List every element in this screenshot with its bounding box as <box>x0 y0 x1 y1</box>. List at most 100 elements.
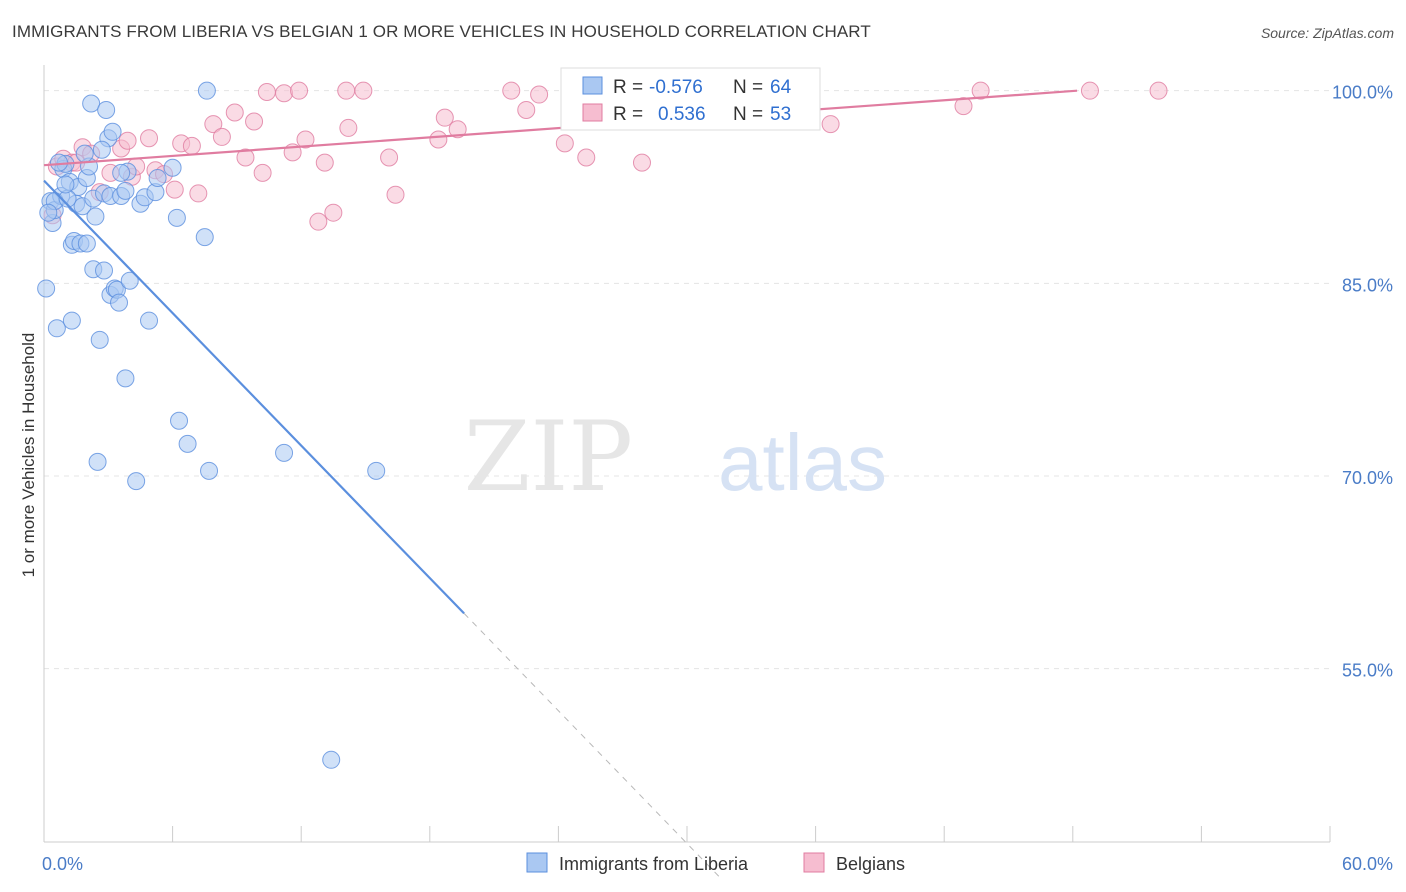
liberia-point-63 <box>77 234 96 253</box>
liberia-point-52 <box>275 443 294 462</box>
liberia-point-25 <box>95 261 114 280</box>
belgians-point-30 <box>315 153 334 172</box>
liberia-point-49 <box>195 228 214 247</box>
y-tick-label-1: 85.0% <box>1342 275 1393 295</box>
belgians-point-46 <box>821 115 840 134</box>
belgians-point-27 <box>290 81 309 100</box>
liberia-point-30 <box>103 122 122 141</box>
belgians-point-42 <box>530 85 549 104</box>
liberia-point-33 <box>110 293 129 312</box>
legend-label-belgians: Belgians <box>836 854 905 874</box>
belgians-point-16 <box>182 136 201 155</box>
liberia-point-62 <box>56 175 75 194</box>
belgians-point-43 <box>555 134 574 153</box>
belgians-point-31 <box>324 203 343 222</box>
stats-legend-swatch-belgians <box>582 103 603 122</box>
liberia-point-35 <box>116 181 135 200</box>
liberia-points <box>37 81 386 769</box>
belgians-points <box>43 81 1168 231</box>
x-tick-label-1: 60.0% <box>1342 854 1393 874</box>
liberia-trend-line <box>43 179 465 615</box>
liberia-point-55 <box>75 144 94 163</box>
liberia-point-21 <box>86 207 105 226</box>
legend-swatch-liberia <box>526 852 548 873</box>
belgians-point-49 <box>1080 81 1099 100</box>
liberia-point-26 <box>97 100 116 119</box>
liberia-point-53 <box>322 750 341 769</box>
y-tick-label-3: 55.0% <box>1342 661 1393 681</box>
belgians-point-33 <box>339 118 358 137</box>
liberia-point-36 <box>116 369 135 388</box>
belgians-point-39 <box>448 120 467 139</box>
belgians-point-21 <box>236 148 255 167</box>
stats-r-label-belgians: R = <box>613 104 643 125</box>
y-axis-label: 1 or more Vehicles in Household <box>19 333 38 578</box>
belgians-point-38 <box>435 108 454 127</box>
belgians-point-32 <box>337 81 356 100</box>
belgians-point-25 <box>275 84 294 103</box>
stats-r-value-belgians: 0.536 <box>658 104 706 125</box>
liberia-point-61 <box>39 203 58 222</box>
belgians-point-50 <box>1149 81 1168 100</box>
stats-n-value-liberia: 64 <box>770 77 792 98</box>
liberia-point-50 <box>200 461 219 480</box>
liberia-point-39 <box>127 472 146 491</box>
stats-legend: R = -0.576 N = 64 R = 0.536 N = 53 <box>560 67 821 131</box>
liberia-point-51 <box>197 81 216 100</box>
belgians-point-17 <box>189 184 208 203</box>
liberia-point-22 <box>88 452 107 471</box>
x-tick-label-0: 0.0% <box>42 854 83 874</box>
stats-r-label-liberia: R = <box>613 77 643 98</box>
belgians-point-28 <box>296 130 315 149</box>
watermark: ZIP atlas <box>464 401 887 513</box>
liberia-point-48 <box>178 434 197 453</box>
stats-legend-box <box>560 67 821 131</box>
belgians-point-45 <box>632 153 651 172</box>
stats-n-value-belgians: 53 <box>770 104 791 125</box>
stats-n-label-belgians: N = <box>733 104 763 125</box>
liberia-point-42 <box>140 311 159 330</box>
belgians-point-20 <box>225 103 244 122</box>
liberia-point-60 <box>112 163 131 182</box>
y-tick-label-2: 70.0% <box>1342 468 1393 488</box>
belgians-point-52 <box>118 131 137 150</box>
belgians-point-24 <box>257 82 276 101</box>
belgians-point-36 <box>386 185 405 204</box>
stats-legend-swatch-liberia <box>582 76 603 95</box>
watermark-atlas: atlas <box>718 418 887 507</box>
stats-r-value-liberia: -0.576 <box>649 77 703 98</box>
belgians-point-19 <box>212 127 231 146</box>
source-label: Source: ZipAtlas.com <box>1260 25 1394 41</box>
belgians-point-41 <box>517 100 536 119</box>
belgians-point-35 <box>380 148 399 167</box>
belgians-point-48 <box>971 81 990 100</box>
belgians-point-22 <box>245 112 264 131</box>
belgians-point-44 <box>577 148 596 167</box>
stats-n-label-liberia: N = <box>733 77 763 98</box>
belgians-point-14 <box>165 180 184 199</box>
belgians-point-34 <box>354 81 373 100</box>
belgians-point-29 <box>309 212 328 231</box>
liberia-point-59 <box>92 140 111 159</box>
liberia-point-18 <box>82 94 101 113</box>
liberia-point-44 <box>148 169 167 188</box>
liberia-point-4 <box>47 319 66 338</box>
liberia-trend-extension <box>463 613 720 878</box>
liberia-point-45 <box>163 158 182 177</box>
belgians-point-37 <box>429 130 448 149</box>
liberia-point-47 <box>170 411 189 430</box>
liberia-point-0 <box>37 279 56 298</box>
belgians-point-40 <box>502 81 521 100</box>
liberia-point-11 <box>62 311 81 330</box>
liberia-point-23 <box>90 330 109 349</box>
legend-label-liberia: Immigrants from Liberia <box>559 854 749 874</box>
liberia-point-54 <box>367 461 386 480</box>
liberia-point-46 <box>167 208 186 227</box>
watermark-zip: ZIP <box>464 401 633 513</box>
legend-swatch-belgians <box>803 852 825 873</box>
axes <box>43 65 1331 843</box>
liberia-point-38 <box>120 271 139 290</box>
belgians-point-18 <box>204 115 223 134</box>
belgians-point-47 <box>954 97 973 116</box>
